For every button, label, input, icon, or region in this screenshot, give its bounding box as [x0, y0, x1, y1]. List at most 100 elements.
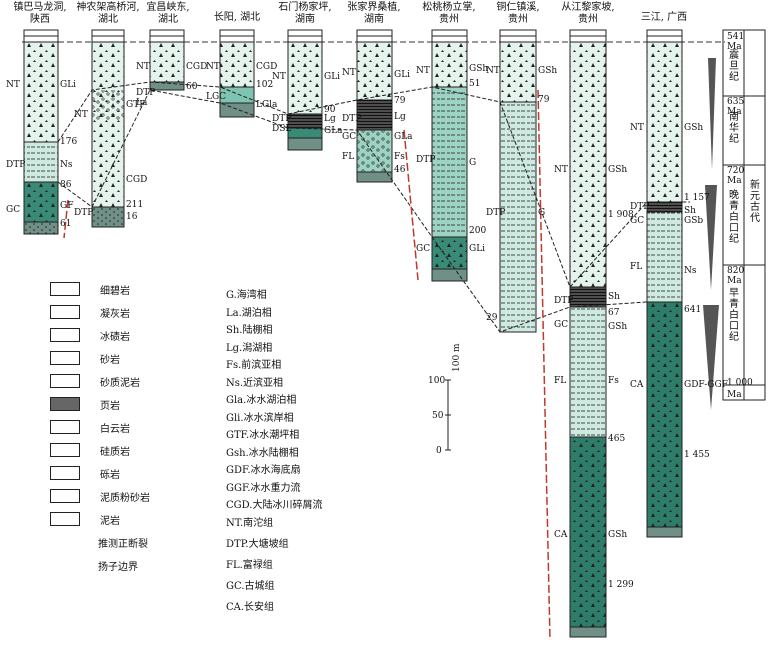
column-sanjiang [646, 29, 683, 538]
legend-label: 细碧岩 [100, 285, 130, 297]
column-label-c5: 90 [324, 105, 336, 115]
column-label-c9: CA [554, 530, 568, 540]
column-label-c1: 176 [60, 137, 78, 147]
facies-item: G.海湾相 [226, 290, 267, 301]
column-label-c6: GC [342, 132, 357, 142]
column-congjiang [569, 29, 607, 638]
inferred-normal-faults [63, 89, 551, 641]
age-label: Ma [727, 276, 742, 286]
column-header-8: 铜仁镇溪, 贵州 [496, 2, 540, 25]
column-zhangjiajie [356, 29, 393, 183]
column-label-c10: GSh [684, 123, 704, 133]
legend-swatch [50, 374, 80, 388]
legend-item: 凝灰岩 [50, 303, 130, 321]
column-label-c6: NT [342, 68, 356, 78]
legend-item: 白云岩 [50, 418, 130, 436]
column-label-c10: Ns [684, 266, 697, 276]
age-label: Ma [727, 176, 742, 186]
column-label-c10: DTP [630, 202, 650, 212]
column-label-c7: 51 [469, 79, 481, 89]
era-label: 新元古代 [750, 180, 760, 224]
column-label-c7: GSh [469, 64, 489, 74]
column-label-c1: Ns [60, 160, 73, 170]
period-label: 震旦纪 [729, 50, 739, 83]
facies-item: CGD.大陆冰川碎屑流 [226, 500, 323, 511]
column-label-c7: NT [416, 66, 430, 76]
column-label-c10: 1 455 [684, 450, 710, 460]
column-label-c2: DTP [74, 208, 94, 218]
scale-bar [445, 379, 451, 451]
facies-item: Gli.冰水滨岸相 [226, 412, 294, 424]
column-shimen [287, 29, 323, 151]
column-label-c2: 211 [126, 200, 144, 210]
column-label-c9: GSh [608, 165, 628, 175]
column-header-6: 张家界桑植, 湖南 [347, 2, 401, 25]
legend-label: 冰碛岩 [100, 331, 130, 343]
column-label-c6: Fs [394, 152, 405, 162]
age-label: Ma [727, 42, 742, 52]
column-label-c1: 61 [60, 219, 72, 229]
column-label-c10: GDF-GGF [684, 380, 728, 390]
facies-item: Ns.近滨亚相 [226, 377, 284, 389]
legend-label: 砂岩 [100, 354, 120, 366]
legend-item: 扬子边界 [50, 556, 138, 574]
column-label-c8: 29 [486, 313, 498, 323]
column-label-c6: FL [342, 152, 355, 162]
column-label-c9: Sh [608, 292, 620, 302]
column-label-c10: NT [630, 123, 644, 133]
column-header-4: 长阳, 湖北 [213, 12, 261, 23]
column-label-c6: 46 [394, 165, 406, 175]
column-yichang [149, 29, 185, 91]
facies-item: GDF.冰水海底扇 [226, 465, 301, 476]
legend-swatch [50, 559, 78, 571]
scale-tick-50: 50 [432, 411, 444, 421]
column-label-c10: FL [630, 262, 643, 272]
column-label-c8: 79 [538, 95, 550, 105]
column-label-c8: DTP [486, 208, 506, 218]
legend-label: 泥岩 [100, 515, 120, 527]
column-label-c10: 641 [684, 305, 702, 315]
column-header-7: 松桃杨立掌, 贵州 [422, 2, 476, 25]
column-header-1: 镇巴马龙洞, 陕西 [13, 2, 67, 25]
legend-label: 推测正断裂 [98, 538, 148, 550]
column-label-c9: Fs [608, 376, 619, 386]
column-label-c9: 465 [608, 434, 626, 444]
column-label-c6: DTP [342, 114, 362, 124]
column-label-c2: 16 [126, 212, 138, 222]
age-label: 820 [727, 266, 745, 276]
legend-label: 硅质岩 [100, 446, 130, 458]
column-label-c10: Sh [684, 206, 696, 216]
facies-item: Fs.前滨亚相 [226, 360, 282, 371]
legend-swatch [50, 536, 78, 548]
column-label-c3: CGD [186, 62, 208, 72]
column-label-c6: GLi [394, 70, 411, 80]
column-zhenba [23, 29, 59, 235]
column-header-2: 神农架高桥河, 湖北 [76, 2, 140, 25]
column-header-5: 石门杨家坪, 湖南 [278, 2, 332, 25]
legend-label: 泥质粉砂岩 [100, 492, 150, 504]
legend-item: 硅质岩 [50, 441, 130, 459]
legend-label: 页岩 [100, 400, 120, 412]
column-label-c7: DTP [416, 155, 436, 165]
legend-swatch [50, 282, 80, 296]
legend-swatch [50, 328, 80, 342]
column-label-c9: 1 299 [608, 580, 634, 590]
legend-label: 凝灰岩 [100, 308, 130, 320]
geologic-timescale [722, 29, 766, 401]
column-label-c4: 102 [256, 80, 274, 90]
column-label-c1: 86 [60, 180, 72, 190]
legend-swatch [50, 351, 80, 365]
legend-item: 推测正断裂 [50, 533, 148, 551]
formation-item: DTP.大塘坡组 [226, 539, 289, 550]
column-label-c4: LGC [206, 92, 227, 102]
column-label-c1: GLi [60, 80, 77, 90]
legend-swatch [50, 420, 80, 434]
column-label-c2: NT [74, 110, 88, 120]
column-label-c5: GLi [324, 72, 341, 82]
age-label: Ma [727, 107, 742, 117]
legend-swatch [50, 397, 80, 411]
column-label-c8: G [538, 208, 546, 218]
legend-item: 砂岩 [50, 349, 120, 367]
facies-item: Gsh.冰水陆棚相 [226, 447, 299, 459]
column-label-c6: GLa [394, 132, 413, 142]
